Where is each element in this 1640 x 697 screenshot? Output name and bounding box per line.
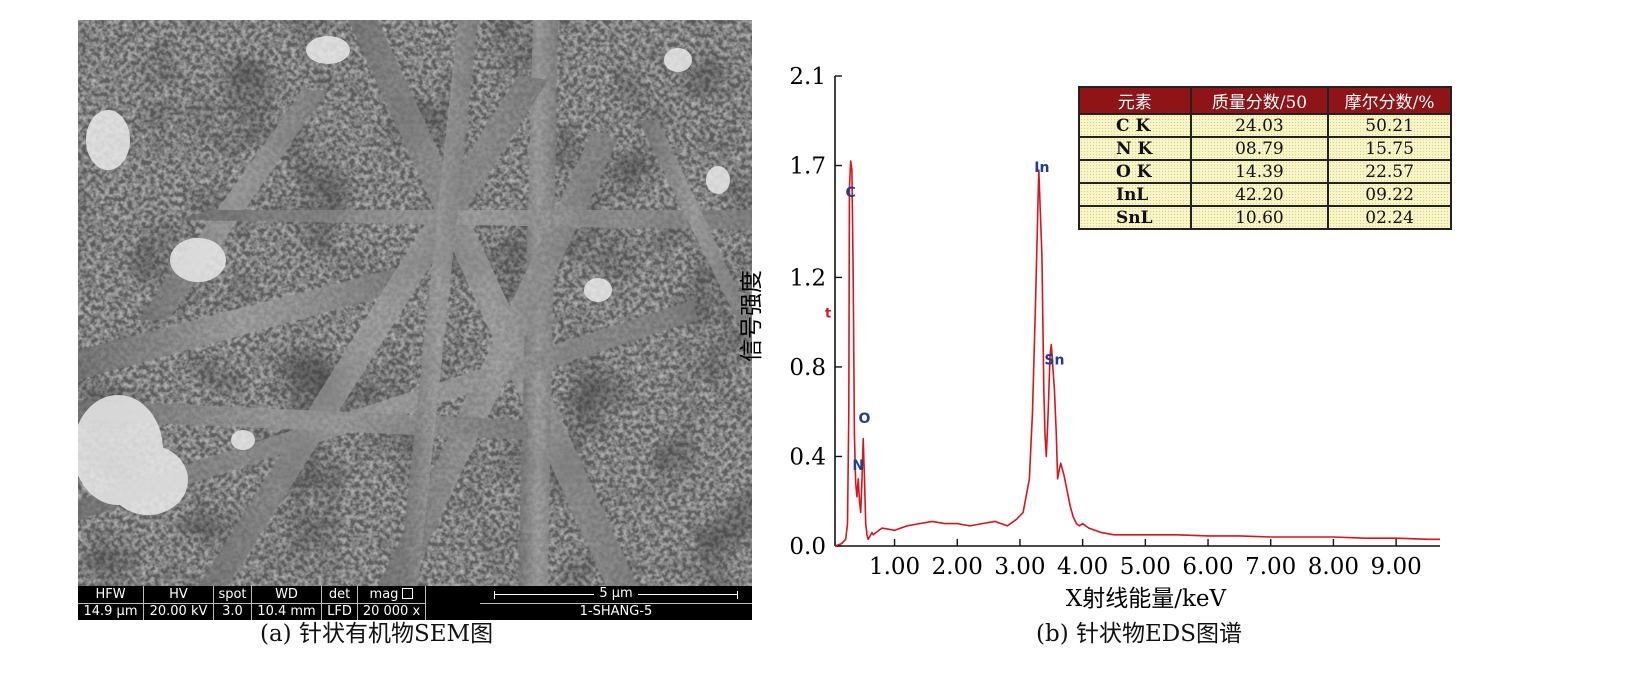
table-cell: InL: [1078, 182, 1192, 207]
databar-cell-hfw: HFW 14.9 µm: [78, 586, 144, 620]
table-cell: SnL: [1078, 205, 1192, 230]
peak-label: O: [859, 411, 871, 427]
x-tick-label: 8.00: [1308, 554, 1359, 580]
table-cell: 50.21: [1327, 113, 1452, 138]
y-axis-label: 信号强度: [739, 270, 765, 362]
table-cell: 02.24: [1327, 205, 1452, 230]
databar-cell-det: det LFD: [322, 586, 358, 620]
table-cell: 09.22: [1327, 182, 1452, 207]
table-cell: 22.57: [1327, 159, 1452, 184]
peak-label: In: [1034, 160, 1049, 176]
y-tick-label: 1.7: [789, 154, 826, 180]
y-tick-label: 0.8: [789, 355, 826, 381]
sem-micrograph: [78, 20, 752, 586]
scale-bar-cell: 5 µm 1-SHANG-5: [480, 586, 752, 620]
databar-cell-spot: spot 3.0: [214, 586, 252, 620]
peak-label: t: [825, 307, 831, 322]
table-cell: 24.03: [1189, 113, 1330, 138]
x-axis-label: X射线能量/keV: [1066, 586, 1227, 612]
x-tick-label: 5.00: [1120, 554, 1171, 580]
x-tick-label: 9.00: [1371, 554, 1422, 580]
x-tick-label: 3.00: [994, 554, 1045, 580]
table-header-mass: 质量分数/50: [1189, 86, 1330, 115]
table-row: O K 14.39 22.57: [1078, 159, 1452, 184]
peak-label: Sn: [1044, 353, 1064, 369]
peak-label: N: [852, 458, 864, 474]
table-row: InL 42.20 09.22: [1078, 182, 1452, 207]
y-tick-label: 0.0: [789, 534, 826, 560]
table-cell: 10.60: [1189, 205, 1330, 230]
peak-labels: C N O In Sn t: [825, 160, 1064, 474]
peak-label: C: [846, 185, 856, 201]
x-tick-label: 6.00: [1182, 554, 1233, 580]
scale-bar-label: 5 µm: [594, 586, 638, 601]
series-layer: [834, 160, 1440, 547]
x-tick-label: 1.00: [869, 554, 920, 580]
databar-cell-wd: WD 10.4 mm: [252, 586, 322, 620]
table-cell: 14.39: [1189, 159, 1330, 184]
table-row: SnL 10.60 02.24: [1078, 205, 1452, 230]
table-cell: O K: [1078, 159, 1192, 184]
table-cell: N K: [1078, 136, 1192, 161]
mag-box-icon: [402, 588, 414, 599]
databar-cell-mag: mag 20 000 x: [358, 586, 426, 620]
table-row: C K 24.03 50.21: [1078, 113, 1452, 138]
table-cell: C K: [1078, 113, 1192, 138]
table-cell: 08.79: [1189, 136, 1330, 161]
table-header-element: 元素: [1078, 86, 1192, 115]
table-header-mole: 摩尔分数/%: [1327, 86, 1452, 115]
caption-b: (b) 针状物EDS图谱: [1036, 621, 1242, 647]
sem-databar: HFW 14.9 µm HV 20.00 kV spot 3.0 WD 10.4 mm …: [78, 586, 752, 620]
databar-cell-hv: HV 20.00 kV: [144, 586, 214, 620]
x-tick-label: 2.00: [932, 554, 983, 580]
table-row: N K 08.79 15.75: [1078, 136, 1452, 161]
y-tick-label: 1.2: [789, 265, 826, 291]
eds-spectrum-chart: 0.0 0.4 0.8 1.2 1.7 2.1 1.00 2.00 3.00 4.00 5.00 6.…: [739, 64, 1440, 612]
sem-panel: HFW 14.9 µm HV 20.00 kV spot 3.0 WD 10.4 mm …: [78, 20, 752, 620]
y-tick-label: 0.4: [789, 444, 826, 470]
element-composition-table: 元素 质量分数/50 摩尔分数/% C K 24.03 50.21 N K 08…: [1078, 86, 1452, 230]
table-header-row: 元素 质量分数/50 摩尔分数/%: [1078, 86, 1452, 115]
caption-a: (a) 针状有机物SEM图: [260, 621, 494, 647]
y-tick-label: 2.1: [789, 64, 826, 90]
x-tick-label: 4.00: [1057, 554, 1108, 580]
spectrum-line: [834, 160, 1440, 547]
x-tick-label: 7.00: [1245, 554, 1296, 580]
table-cell: 15.75: [1327, 136, 1452, 161]
table-cell: 42.20: [1189, 182, 1330, 207]
sample-name: 1-SHANG-5: [480, 603, 752, 620]
axes: 0.0 0.4 0.8 1.2 1.7 2.1 1.00 2.00 3.00 4.00 5.00 6.…: [789, 64, 1440, 580]
